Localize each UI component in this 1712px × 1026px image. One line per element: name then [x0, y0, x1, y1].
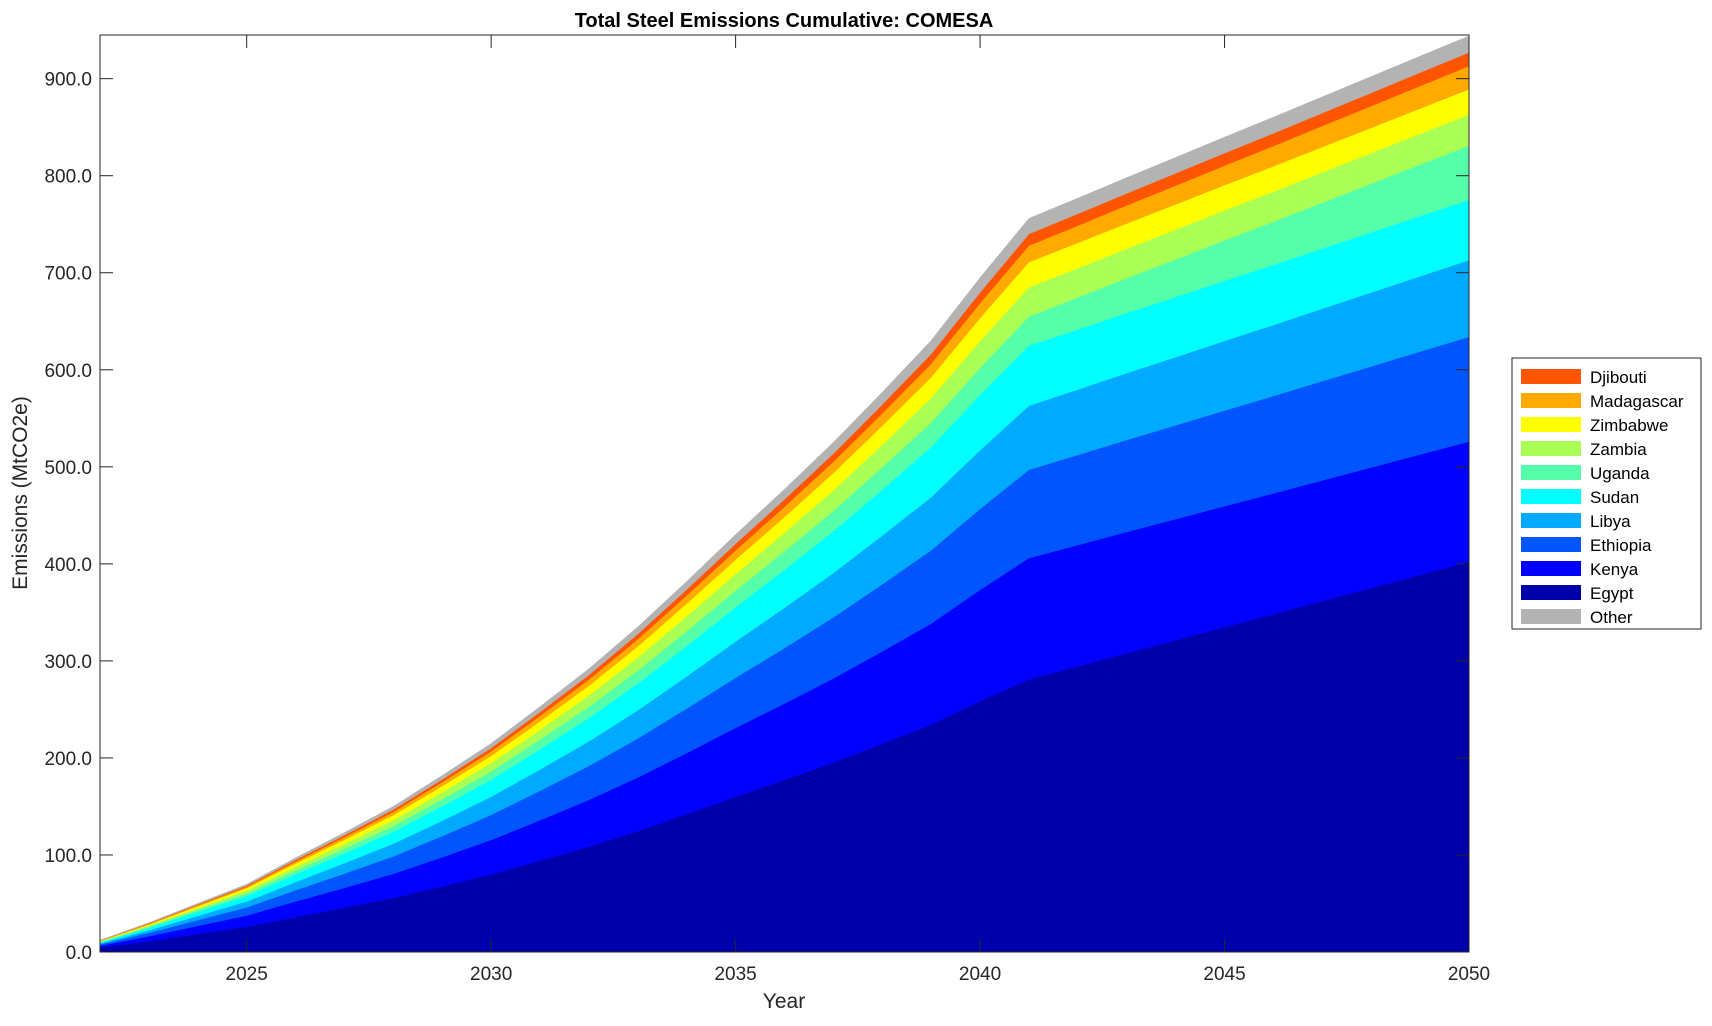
legend-swatch	[1521, 489, 1581, 504]
x-tick-label: 2040	[959, 964, 1001, 985]
x-tick-label: 2035	[714, 964, 756, 985]
legend-label: Libya	[1590, 512, 1631, 531]
x-tick-label: 2025	[226, 964, 268, 985]
y-tick-label: 800.0	[44, 167, 92, 188]
legend-item-ethiopia[interactable]: Ethiopia	[1521, 536, 1652, 555]
legend-label: Other	[1590, 608, 1633, 627]
legend-item-djibouti[interactable]: Djibouti	[1521, 368, 1647, 387]
legend-label: Sudan	[1590, 488, 1639, 507]
y-tick-label: 300.0	[44, 652, 92, 673]
x-tick-label: 2045	[1203, 964, 1245, 985]
legend-label: Madagascar	[1590, 392, 1684, 411]
legend-swatch	[1521, 393, 1581, 408]
legend-label: Ethiopia	[1590, 536, 1652, 555]
legend-swatch	[1521, 585, 1581, 600]
y-tick-label: 500.0	[44, 458, 92, 479]
legend-item-sudan[interactable]: Sudan	[1521, 488, 1639, 507]
y-axis: 0.0 100.0 200.0 300.0 400.0 500.0 600.0 700.0 80…	[44, 70, 1469, 964]
y-tick-label: 600.0	[44, 361, 92, 382]
y-tick-label: 200.0	[44, 749, 92, 770]
legend-swatch	[1521, 537, 1581, 552]
legend-item-other[interactable]: Other	[1521, 608, 1633, 627]
x-axis-label: Year	[763, 990, 805, 1013]
legend-swatch	[1521, 609, 1581, 624]
x-axis: 2025 2030 2035 2040 2045 2050	[226, 35, 1490, 985]
legend-item-uganda[interactable]: Uganda	[1521, 464, 1650, 483]
legend-item-zimbabwe[interactable]: Zimbabwe	[1521, 416, 1668, 435]
x-tick-label: 2050	[1448, 964, 1490, 985]
legend-item-madagascar[interactable]: Madagascar	[1521, 392, 1684, 411]
legend-swatch	[1521, 441, 1581, 456]
y-tick-label: 400.0	[44, 555, 92, 576]
legend-label: Djibouti	[1590, 368, 1647, 387]
y-axis-label: Emissions (MtCO2e)	[9, 396, 32, 590]
legend: Djibouti Madagascar Zimbabwe Zambia Uganda Su…	[1511, 357, 1702, 630]
legend-label: Uganda	[1590, 464, 1650, 483]
y-tick-label: 100.0	[44, 846, 92, 867]
legend-swatch	[1521, 369, 1581, 384]
legend-swatch	[1521, 465, 1581, 480]
legend-item-egypt[interactable]: Egypt	[1521, 584, 1634, 603]
legend-item-zambia[interactable]: Zambia	[1521, 440, 1647, 459]
legend-swatch	[1521, 561, 1581, 576]
legend-swatch	[1521, 417, 1581, 432]
legend-label: Kenya	[1590, 560, 1639, 579]
y-tick-label: 0.0	[66, 943, 92, 964]
legend-item-kenya[interactable]: Kenya	[1521, 560, 1639, 579]
legend-label: Zambia	[1590, 440, 1647, 459]
y-tick-label: 900.0	[44, 70, 92, 91]
legend-label: Zimbabwe	[1590, 416, 1668, 435]
legend-swatch	[1521, 513, 1581, 528]
y-tick-label: 700.0	[44, 264, 92, 285]
plot-frame	[99, 34, 1470, 953]
x-tick-label: 2030	[470, 964, 512, 985]
chart-title: Total Steel Emissions Cumulative: COMESA	[575, 10, 994, 32]
legend-label: Egypt	[1590, 584, 1634, 603]
area-layers	[99, 35, 1470, 953]
legend-item-libya[interactable]: Libya	[1521, 512, 1631, 531]
